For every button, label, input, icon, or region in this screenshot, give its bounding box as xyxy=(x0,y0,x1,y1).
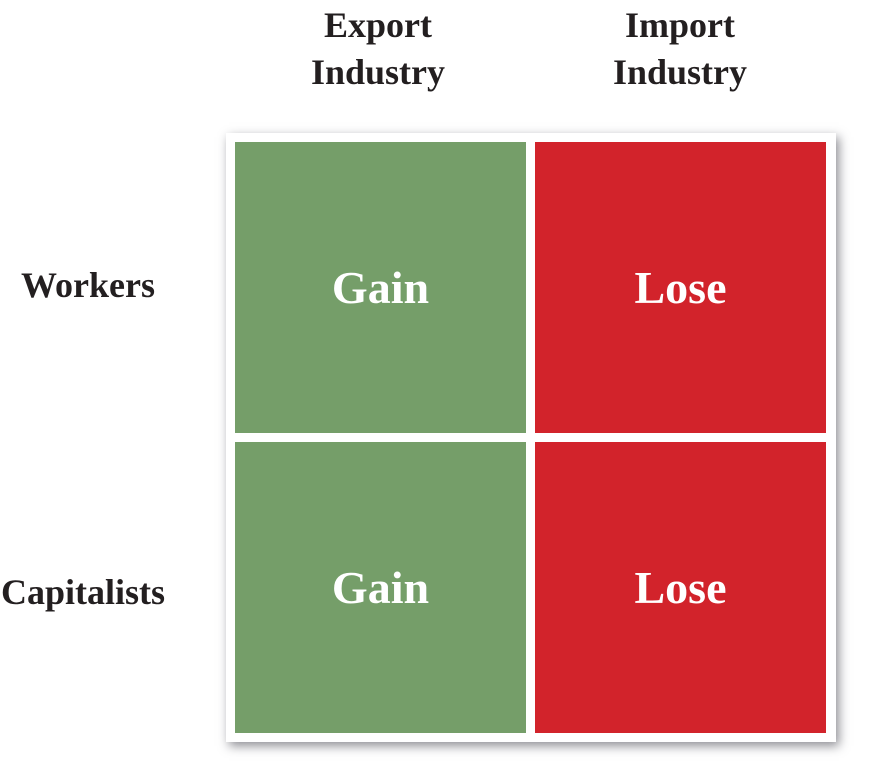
column-header-export-line1: Export xyxy=(324,5,432,45)
column-header-import-line1: Import xyxy=(625,5,735,45)
column-header-import: Import Industry xyxy=(560,2,800,96)
column-header-import-line2: Industry xyxy=(612,52,748,92)
outcome-matrix: Gain Lose Gain Lose xyxy=(226,133,836,742)
cell-capitalists-export: Gain xyxy=(235,442,526,733)
column-header-export-line2: Industry xyxy=(310,52,446,92)
cell-workers-import: Lose xyxy=(535,142,826,433)
column-header-export: Export Industry xyxy=(258,2,498,96)
row-header-capitalists: Capitalists xyxy=(1,572,166,612)
cell-workers-export: Gain xyxy=(235,142,526,433)
cell-capitalists-import: Lose xyxy=(535,442,826,733)
row-header-workers: Workers xyxy=(21,265,155,305)
